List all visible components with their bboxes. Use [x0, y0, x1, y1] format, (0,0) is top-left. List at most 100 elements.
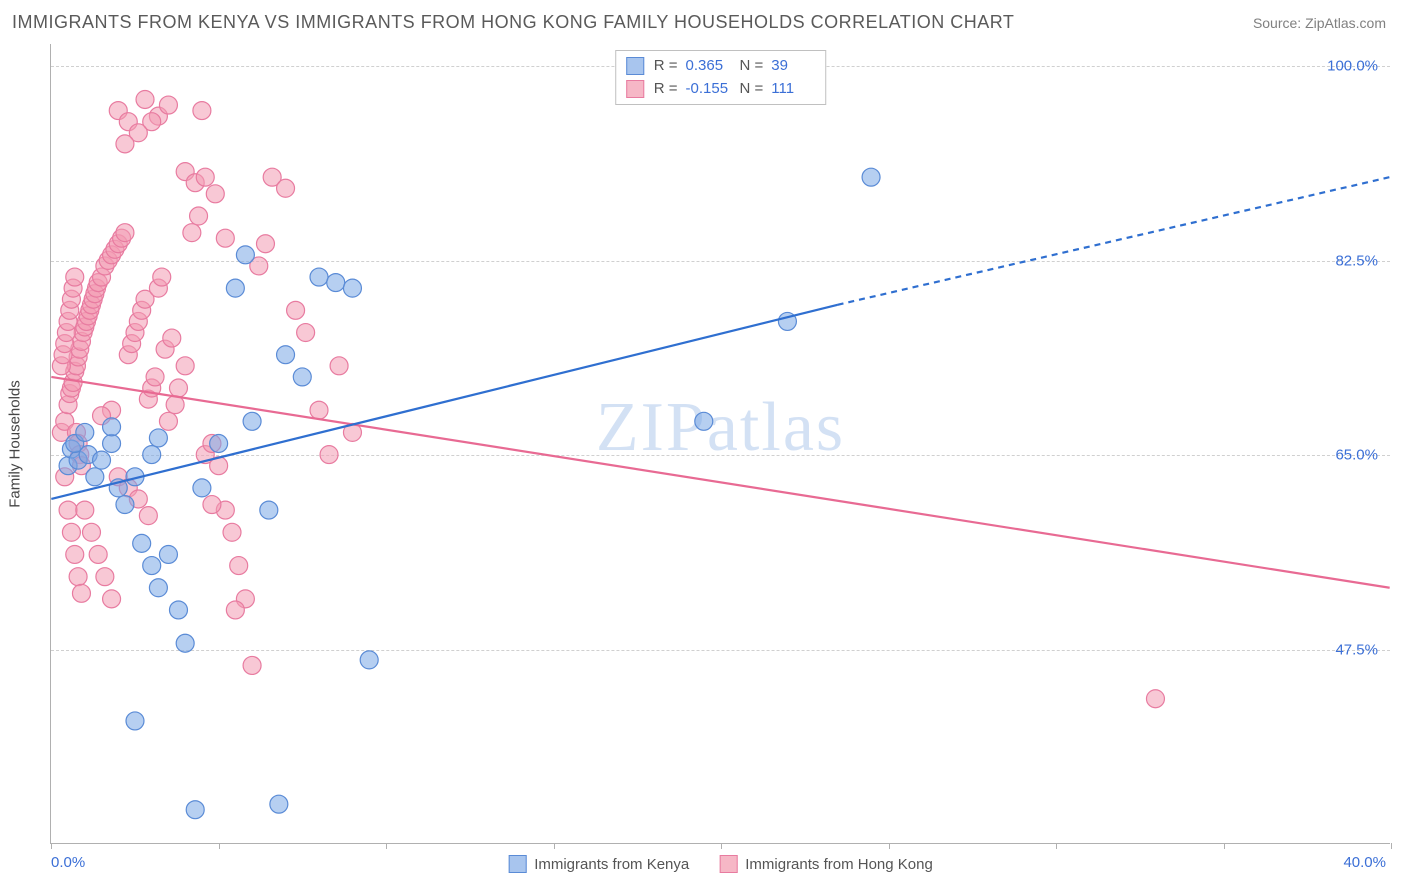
hong_kong-point	[82, 523, 100, 541]
kenya-point	[143, 446, 161, 464]
kenya-point	[186, 801, 204, 819]
kenya-point	[243, 412, 261, 430]
n-label: N =	[740, 55, 764, 78]
hong_kong-point	[243, 656, 261, 674]
x-tick	[554, 843, 555, 849]
x-tick	[51, 843, 52, 849]
hong_kong-point	[176, 357, 194, 375]
hong_kong-point	[297, 324, 315, 342]
swatch-kenya	[508, 855, 526, 873]
x-tick	[889, 843, 890, 849]
kenya-point	[86, 468, 104, 486]
hong_kong-point	[163, 329, 181, 347]
kenya-point	[103, 418, 121, 436]
kenya-point	[149, 429, 167, 447]
hong_kong-point	[96, 568, 114, 586]
legend-series: Immigrants from Kenya Immigrants from Ho…	[508, 855, 933, 873]
x-tick	[386, 843, 387, 849]
n-label: N =	[740, 78, 764, 101]
hong_kong-point	[226, 601, 244, 619]
kenya-point	[193, 479, 211, 497]
hong_kong-point	[330, 357, 348, 375]
n-value: 111	[771, 78, 815, 101]
kenya-trend-extrapolation	[838, 177, 1390, 305]
kenya-point	[149, 579, 167, 597]
hong_kong-point	[159, 96, 177, 114]
hong_kong-point	[256, 235, 274, 253]
hong_kong-point	[1146, 690, 1164, 708]
kenya-point	[260, 501, 278, 519]
hong_kong-point	[139, 507, 157, 525]
hong_kong-point	[159, 412, 177, 430]
kenya-point	[695, 412, 713, 430]
hong_kong-point	[76, 501, 94, 519]
legend-row-kenya: R = 0.365 N = 39	[626, 55, 816, 78]
legend-label: Immigrants from Hong Kong	[745, 856, 933, 873]
hong_kong-point	[66, 268, 84, 286]
kenya-point	[343, 279, 361, 297]
hong_kong-point	[190, 207, 208, 225]
chart-title: IMMIGRANTS FROM KENYA VS IMMIGRANTS FROM…	[12, 12, 1014, 33]
legend-label: Immigrants from Kenya	[534, 856, 689, 873]
kenya-point	[360, 651, 378, 669]
x-min-label: 0.0%	[51, 854, 85, 871]
kenya-point	[270, 795, 288, 813]
header-bar: IMMIGRANTS FROM KENYA VS IMMIGRANTS FROM…	[0, 0, 1406, 41]
kenya-point	[210, 435, 228, 453]
kenya-point	[176, 634, 194, 652]
legend-item-kenya: Immigrants from Kenya	[508, 855, 689, 873]
hong_kong-point	[153, 268, 171, 286]
hong_kong-point	[320, 446, 338, 464]
hong_kong-point	[169, 379, 187, 397]
swatch-hongkong	[626, 80, 644, 98]
x-tick	[1224, 843, 1225, 849]
x-tick	[219, 843, 220, 849]
hong_kong-point	[66, 545, 84, 563]
hong_kong-point	[103, 590, 121, 608]
kenya-point	[310, 268, 328, 286]
hong_kong-point	[223, 523, 241, 541]
kenya-point	[116, 496, 134, 514]
hong_kong-point	[183, 224, 201, 242]
r-value: -0.155	[686, 78, 730, 101]
kenya-point	[103, 435, 121, 453]
hong_kong-point	[116, 224, 134, 242]
legend-correlation: R = 0.365 N = 39 R = -0.155 N = 111	[615, 50, 827, 105]
legend-item-hongkong: Immigrants from Hong Kong	[719, 855, 933, 873]
x-tick	[1391, 843, 1392, 849]
kenya-point	[93, 451, 111, 469]
hong_kong-point	[196, 168, 214, 186]
hong_kong-point	[216, 229, 234, 247]
hong_kong-point	[203, 496, 221, 514]
r-label: R =	[654, 55, 678, 78]
hong_kong-point	[310, 401, 328, 419]
kenya-point	[126, 712, 144, 730]
scatter-svg	[51, 44, 1390, 843]
x-tick	[721, 843, 722, 849]
kenya-point	[159, 545, 177, 563]
r-label: R =	[654, 78, 678, 101]
kenya-point	[293, 368, 311, 386]
hong_kong-point	[136, 90, 154, 108]
kenya-point	[169, 601, 187, 619]
hong_kong-point	[62, 523, 80, 541]
n-value: 39	[771, 55, 815, 78]
kenya-point	[76, 423, 94, 441]
hong_kong-point	[277, 179, 295, 197]
hongkong-trend-line	[51, 377, 1389, 588]
chart-container: Family Households ZIPatlas R = 0.365 N =…	[50, 44, 1390, 844]
kenya-point	[862, 168, 880, 186]
hong_kong-point	[89, 545, 107, 563]
y-axis-title: Family Households	[7, 380, 24, 508]
hong_kong-point	[206, 185, 224, 203]
hong_kong-point	[230, 557, 248, 575]
r-value: 0.365	[686, 55, 730, 78]
hong_kong-point	[287, 301, 305, 319]
kenya-point	[277, 346, 295, 364]
source-label: Source: ZipAtlas.com	[1253, 15, 1386, 31]
hong_kong-point	[69, 568, 87, 586]
swatch-hongkong	[719, 855, 737, 873]
kenya-point	[226, 279, 244, 297]
hong_kong-point	[146, 368, 164, 386]
hong_kong-point	[72, 584, 90, 602]
